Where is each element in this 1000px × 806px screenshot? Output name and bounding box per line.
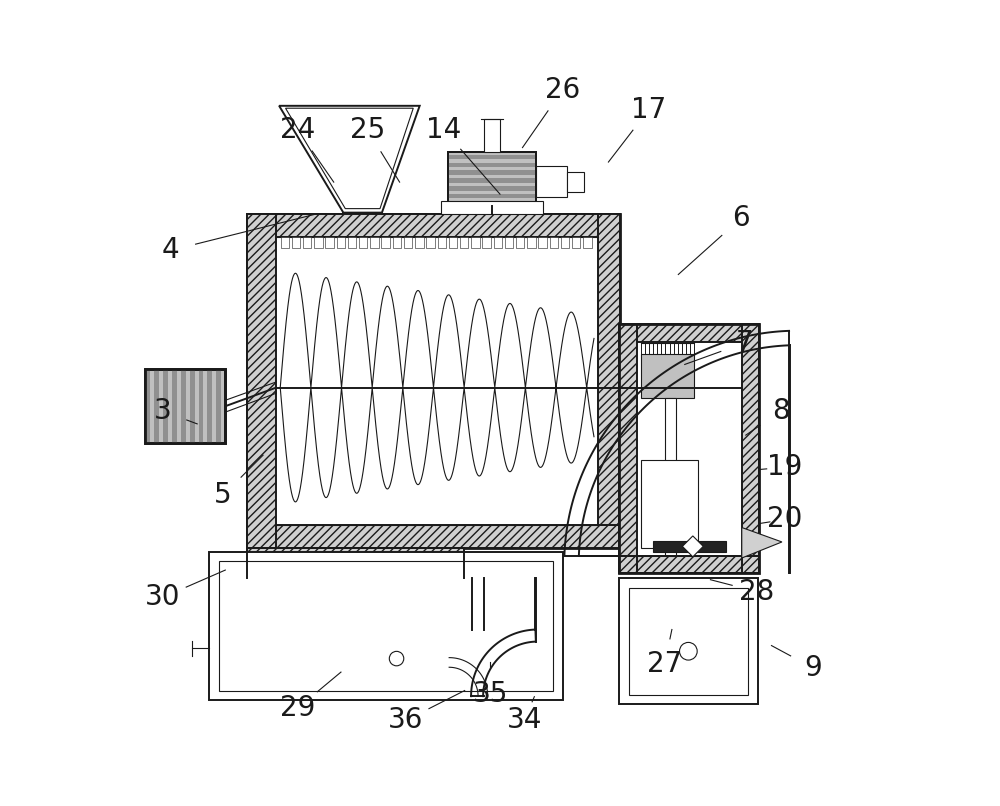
- Bar: [247, 214, 620, 237]
- Bar: [538, 237, 547, 248]
- Bar: [337, 237, 345, 248]
- Bar: [484, 119, 500, 152]
- Bar: [247, 547, 464, 578]
- Bar: [448, 163, 536, 167]
- Bar: [207, 369, 212, 443]
- Text: 5: 5: [214, 481, 232, 509]
- Bar: [219, 561, 553, 691]
- Bar: [641, 460, 698, 547]
- Bar: [629, 588, 748, 695]
- Bar: [505, 237, 513, 248]
- Bar: [482, 237, 491, 248]
- Bar: [163, 369, 168, 443]
- Bar: [415, 237, 424, 248]
- Bar: [303, 237, 311, 248]
- Bar: [619, 578, 758, 704]
- Bar: [314, 237, 323, 248]
- Text: 6: 6: [732, 204, 750, 232]
- Bar: [292, 237, 300, 248]
- Bar: [154, 369, 159, 443]
- Bar: [619, 555, 759, 573]
- Bar: [619, 324, 637, 573]
- Bar: [527, 237, 536, 248]
- Bar: [359, 237, 367, 248]
- Bar: [325, 237, 334, 248]
- Bar: [598, 214, 620, 525]
- Text: 26: 26: [545, 76, 580, 104]
- Bar: [404, 237, 412, 248]
- Bar: [393, 237, 401, 248]
- Text: 35: 35: [473, 679, 508, 708]
- Bar: [619, 324, 759, 573]
- Bar: [190, 369, 195, 443]
- Bar: [448, 202, 536, 206]
- Text: 3: 3: [154, 397, 172, 425]
- Text: 8: 8: [772, 397, 790, 425]
- Bar: [448, 155, 536, 160]
- Text: 27: 27: [647, 650, 682, 678]
- Bar: [247, 547, 464, 578]
- Bar: [448, 170, 536, 175]
- Bar: [619, 324, 759, 342]
- Polygon shape: [682, 536, 703, 557]
- Bar: [572, 237, 580, 248]
- Bar: [281, 237, 289, 248]
- Bar: [550, 237, 558, 248]
- Text: 9: 9: [804, 654, 822, 682]
- Text: 20: 20: [767, 505, 803, 534]
- Bar: [561, 237, 569, 248]
- Bar: [665, 398, 676, 555]
- Bar: [653, 541, 726, 551]
- Bar: [641, 354, 694, 398]
- Bar: [247, 525, 620, 547]
- Text: 36: 36: [388, 706, 424, 734]
- Text: 30: 30: [145, 584, 180, 612]
- Bar: [448, 152, 536, 206]
- Bar: [536, 166, 567, 197]
- Text: 28: 28: [739, 578, 775, 606]
- Bar: [426, 237, 435, 248]
- Bar: [583, 237, 592, 248]
- Bar: [448, 186, 536, 190]
- Text: 24: 24: [280, 116, 315, 144]
- Polygon shape: [742, 527, 782, 558]
- Text: 4: 4: [162, 236, 179, 264]
- Bar: [145, 369, 225, 443]
- Bar: [381, 237, 390, 248]
- Bar: [247, 214, 620, 547]
- Text: 14: 14: [426, 116, 461, 144]
- Bar: [370, 237, 379, 248]
- Bar: [172, 369, 177, 443]
- Bar: [441, 201, 543, 214]
- Bar: [348, 237, 356, 248]
- Bar: [449, 237, 457, 248]
- Bar: [448, 152, 536, 206]
- Text: 29: 29: [280, 694, 315, 722]
- Bar: [742, 324, 759, 573]
- Bar: [145, 369, 225, 443]
- Bar: [438, 237, 446, 248]
- Bar: [494, 237, 502, 248]
- Bar: [567, 172, 584, 192]
- Bar: [516, 237, 524, 248]
- Bar: [247, 214, 276, 547]
- Text: 7: 7: [736, 329, 754, 357]
- Bar: [448, 178, 536, 183]
- Bar: [181, 369, 186, 443]
- Text: 17: 17: [631, 96, 666, 124]
- Bar: [471, 237, 480, 248]
- Text: 34: 34: [506, 706, 542, 734]
- Bar: [209, 551, 563, 700]
- Bar: [216, 369, 221, 443]
- Bar: [145, 369, 150, 443]
- Bar: [199, 369, 203, 443]
- Bar: [448, 193, 536, 198]
- Text: 19: 19: [767, 453, 803, 481]
- Text: 25: 25: [350, 116, 385, 144]
- Bar: [460, 237, 468, 248]
